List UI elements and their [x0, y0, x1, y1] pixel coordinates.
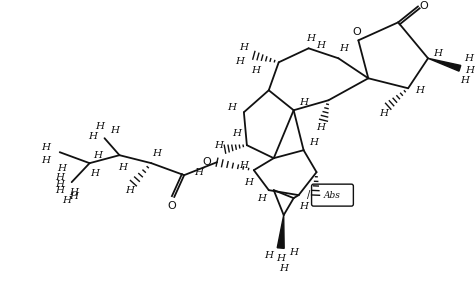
Text: H: H: [55, 186, 64, 195]
Text: H: H: [69, 188, 78, 197]
Text: O: O: [420, 1, 428, 11]
Text: H: H: [264, 250, 273, 260]
Text: H: H: [232, 129, 241, 138]
Text: H: H: [41, 143, 50, 152]
Text: H: H: [125, 186, 134, 195]
Text: H: H: [88, 132, 97, 141]
Text: H: H: [257, 194, 266, 203]
Text: O: O: [203, 157, 211, 167]
Text: H: H: [276, 254, 285, 263]
Text: H: H: [299, 202, 308, 211]
Text: H: H: [236, 57, 245, 66]
Text: H: H: [244, 178, 253, 187]
Text: H: H: [195, 168, 204, 177]
Text: H: H: [55, 180, 64, 189]
Text: H: H: [251, 66, 260, 75]
Text: H: H: [57, 164, 66, 173]
Text: H: H: [416, 86, 425, 95]
Text: O: O: [168, 201, 177, 211]
Text: H: H: [339, 44, 348, 53]
Text: H: H: [306, 34, 315, 43]
Text: H: H: [434, 49, 443, 58]
FancyBboxPatch shape: [312, 184, 353, 206]
Text: H: H: [55, 173, 64, 182]
Text: H: H: [316, 41, 325, 50]
Text: H: H: [93, 151, 102, 160]
Text: H: H: [152, 149, 161, 158]
Text: /: /: [307, 190, 310, 200]
Text: H: H: [279, 263, 288, 273]
Text: Abs: Abs: [324, 191, 341, 200]
Text: O: O: [352, 27, 361, 37]
Polygon shape: [428, 58, 461, 71]
Text: H: H: [309, 138, 318, 147]
Text: H: H: [110, 126, 119, 135]
Text: H: H: [299, 98, 308, 107]
Text: H: H: [289, 247, 298, 257]
Text: H: H: [95, 122, 104, 131]
Text: H: H: [460, 76, 469, 85]
Text: H: H: [316, 123, 325, 132]
Text: H: H: [62, 196, 71, 205]
Text: H: H: [239, 43, 248, 52]
Text: H: H: [466, 66, 475, 75]
Text: H: H: [118, 163, 127, 172]
Text: H: H: [465, 54, 474, 63]
Text: H: H: [239, 161, 248, 170]
Text: H: H: [69, 192, 78, 201]
Polygon shape: [277, 215, 284, 248]
Text: H: H: [379, 109, 388, 118]
Text: H: H: [41, 156, 50, 165]
Text: H: H: [215, 141, 224, 150]
Text: H: H: [90, 169, 99, 178]
Text: H: H: [228, 103, 237, 112]
